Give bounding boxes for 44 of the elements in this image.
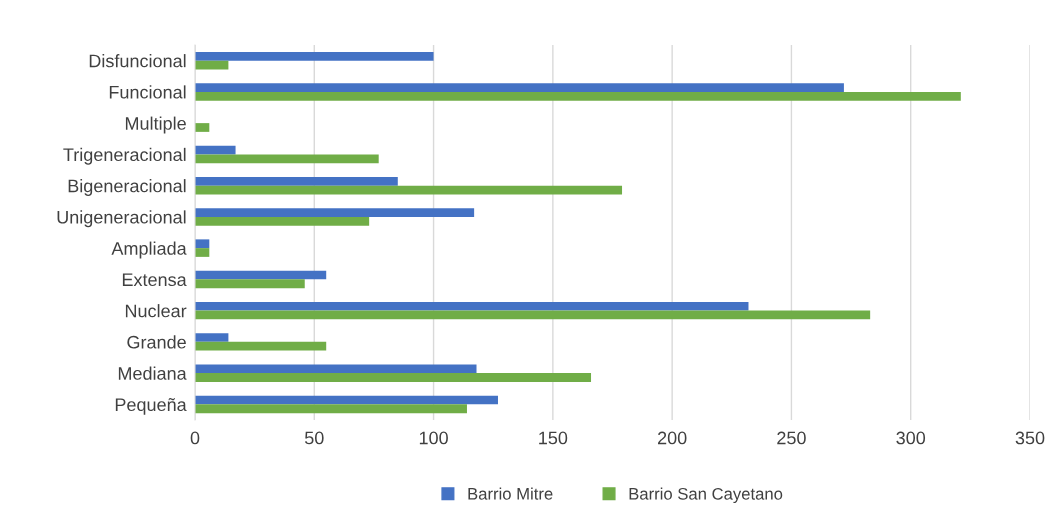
y-tick-label: Funcional	[109, 85, 186, 99]
bar	[195, 373, 592, 382]
legend-label: Barrio Mitre	[468, 487, 553, 500]
bar	[195, 395, 498, 405]
bar	[195, 279, 305, 289]
y-tick-label: Pequeña	[115, 397, 187, 415]
x-tick-label: 300	[896, 431, 926, 445]
y-tick-label: Unigeneracional	[57, 210, 186, 228]
y-tick-label: Grande	[127, 335, 186, 349]
y-tick-label: Disfuncional	[89, 54, 186, 68]
x-tick-label: 100	[419, 431, 448, 445]
y-tick-label: Trigeneracional	[63, 147, 186, 165]
bar	[195, 364, 477, 374]
bar	[195, 301, 749, 311]
bar	[195, 404, 467, 414]
bar	[195, 333, 229, 342]
bar	[195, 270, 327, 280]
bar	[195, 91, 961, 101]
x-tick-label: 250	[777, 431, 806, 445]
bar	[195, 154, 379, 164]
y-tick-label: Multiple	[125, 116, 186, 134]
bar	[195, 123, 210, 132]
bar	[195, 216, 370, 226]
legend-label: Barrio San Cayetano	[629, 487, 783, 504]
y-tick-label: Bigeneracional	[68, 179, 186, 196]
bar	[195, 51, 434, 61]
x-tick-label: 350	[1015, 431, 1045, 445]
bar	[195, 83, 844, 92]
x-tick-label: 0	[190, 431, 200, 445]
y-tick-label: Extensa	[122, 273, 187, 287]
x-tick-label: 50	[304, 431, 324, 445]
bar	[195, 145, 236, 155]
bar	[195, 341, 327, 351]
bar	[195, 248, 210, 257]
bar	[195, 310, 871, 320]
x-tick-label: 150	[539, 431, 568, 445]
x-tick-label: 200	[657, 431, 687, 445]
y-tick-label: Nuclear	[125, 304, 187, 318]
bar	[195, 239, 210, 249]
bar	[195, 185, 623, 195]
bar	[195, 208, 475, 217]
y-tick-label: Mediana	[118, 366, 187, 380]
bar	[195, 176, 398, 186]
y-tick-label: Ampliada	[111, 241, 187, 259]
